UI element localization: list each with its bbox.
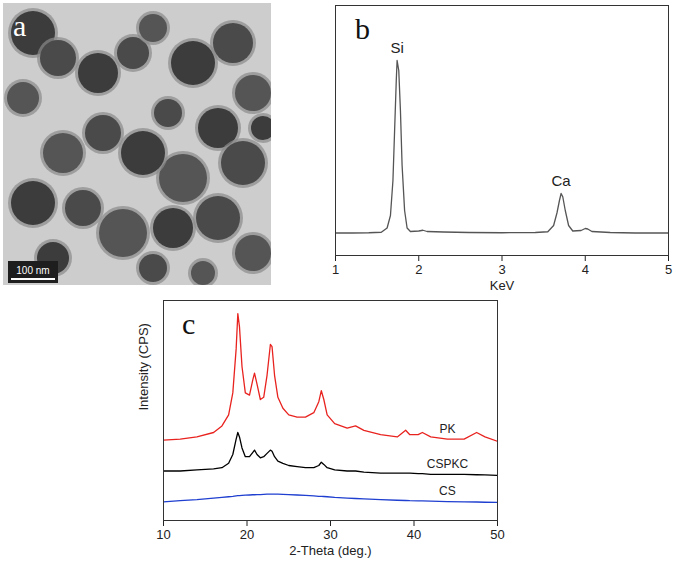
html-text:c: c	[182, 307, 196, 340]
svg-text:30: 30	[323, 527, 337, 542]
svg-text:PK: PK	[439, 422, 455, 436]
svg-text:50: 50	[490, 527, 504, 542]
svg-text:3: 3	[498, 262, 505, 277]
svg-text:40: 40	[407, 527, 421, 542]
svg-text:CS: CS	[439, 484, 456, 498]
svg-text:1: 1	[332, 262, 339, 277]
svg-text:Intensity (CPS): Intensity (CPS)	[136, 323, 151, 410]
svg-text:2: 2	[415, 262, 422, 277]
html-text:b: b	[355, 12, 370, 45]
svg-text:10: 10	[156, 527, 170, 542]
svg-text:Si: Si	[390, 39, 403, 56]
svg-text:5: 5	[665, 262, 672, 277]
svg-text:Ca: Ca	[552, 172, 572, 189]
svg-text:KeV: KeV	[490, 278, 515, 293]
html-text:a: a	[13, 9, 27, 42]
svg-text:4: 4	[582, 262, 589, 277]
svg-text:20: 20	[240, 527, 254, 542]
svg-text:CSPKC: CSPKC	[427, 457, 469, 471]
svg-text:100 nm: 100 nm	[16, 265, 49, 276]
svg-text:2-Theta (deg.): 2-Theta (deg.)	[289, 543, 371, 558]
